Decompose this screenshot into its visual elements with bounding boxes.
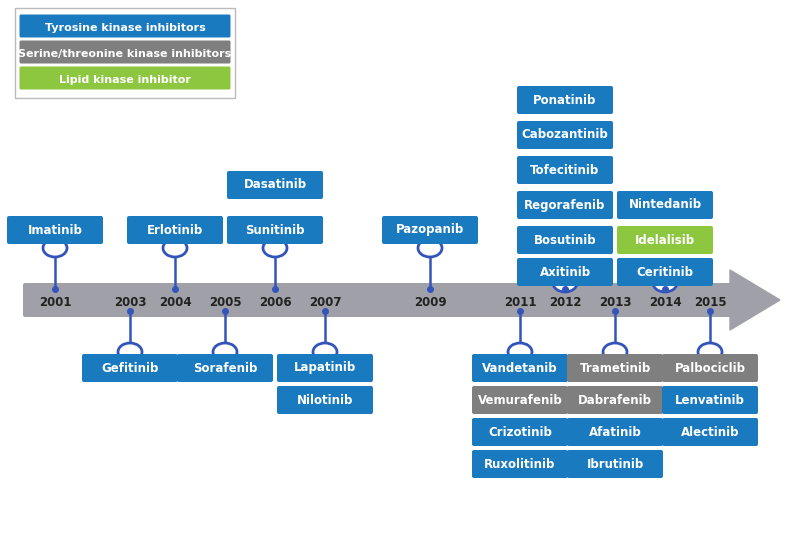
FancyBboxPatch shape [567,418,663,446]
FancyBboxPatch shape [567,450,663,478]
FancyBboxPatch shape [472,354,568,382]
Text: Axitinib: Axitinib [539,265,590,279]
Text: 2006: 2006 [258,295,291,308]
Text: Dasatinib: Dasatinib [243,178,306,191]
FancyBboxPatch shape [19,66,230,90]
Text: 2015: 2015 [694,295,726,308]
Text: Alectinib: Alectinib [681,425,739,438]
Ellipse shape [698,343,722,361]
FancyBboxPatch shape [472,386,568,414]
Text: Imatinib: Imatinib [27,224,82,237]
FancyBboxPatch shape [662,386,758,414]
Text: Crizotinib: Crizotinib [488,425,552,438]
Text: Nintedanib: Nintedanib [629,199,702,212]
Text: Ceritinib: Ceritinib [637,265,694,279]
FancyBboxPatch shape [382,216,478,244]
FancyBboxPatch shape [19,15,230,38]
Text: Vandetanib: Vandetanib [482,362,558,374]
Ellipse shape [603,343,627,361]
Text: Bosutinib: Bosutinib [534,233,596,246]
FancyBboxPatch shape [227,216,323,244]
Ellipse shape [508,343,532,361]
Text: 2012: 2012 [549,295,582,308]
Ellipse shape [418,239,442,257]
Text: Regorafenib: Regorafenib [524,199,606,212]
FancyBboxPatch shape [617,226,713,254]
FancyBboxPatch shape [472,418,568,446]
FancyBboxPatch shape [617,258,713,286]
FancyBboxPatch shape [517,226,613,254]
Ellipse shape [653,274,677,292]
Text: Tyrosine kinase inhibitors: Tyrosine kinase inhibitors [45,23,206,33]
Text: Tofecitinib: Tofecitinib [530,164,600,176]
Text: Ibrutinib: Ibrutinib [586,458,644,471]
FancyBboxPatch shape [177,354,273,382]
FancyBboxPatch shape [567,354,663,382]
FancyBboxPatch shape [23,283,732,317]
FancyBboxPatch shape [567,386,663,414]
FancyBboxPatch shape [517,156,613,184]
Text: Ponatinib: Ponatinib [534,94,597,107]
Ellipse shape [118,343,142,361]
Text: 2003: 2003 [114,295,146,308]
FancyBboxPatch shape [662,354,758,382]
FancyBboxPatch shape [227,171,323,199]
Text: 2009: 2009 [414,295,446,308]
Text: 2007: 2007 [309,295,342,308]
FancyBboxPatch shape [517,191,613,219]
Text: Serine/threonine kinase inhibitors: Serine/threonine kinase inhibitors [18,49,232,59]
FancyBboxPatch shape [277,354,373,382]
FancyBboxPatch shape [517,121,613,149]
FancyBboxPatch shape [82,354,178,382]
Ellipse shape [553,274,577,292]
Text: 2011: 2011 [504,295,536,308]
Text: Nilotinib: Nilotinib [297,393,353,406]
Text: Lapatinib: Lapatinib [294,362,356,374]
FancyBboxPatch shape [472,450,568,478]
Text: 2013: 2013 [598,295,631,308]
FancyBboxPatch shape [617,191,713,219]
FancyBboxPatch shape [662,418,758,446]
FancyBboxPatch shape [277,386,373,414]
Text: Erlotinib: Erlotinib [147,224,203,237]
Text: Gefitinib: Gefitinib [102,362,158,374]
Text: Palbociclib: Palbociclib [674,362,746,374]
Ellipse shape [43,239,67,257]
FancyArrow shape [728,270,780,330]
Ellipse shape [313,343,337,361]
Text: Sunitinib: Sunitinib [246,224,305,237]
Text: Idelalisib: Idelalisib [635,233,695,246]
Text: Ruxolitinib: Ruxolitinib [484,458,556,471]
FancyBboxPatch shape [19,40,230,64]
Ellipse shape [213,343,237,361]
FancyBboxPatch shape [517,86,613,114]
Text: 2004: 2004 [158,295,191,308]
FancyBboxPatch shape [127,216,223,244]
Text: 2014: 2014 [649,295,682,308]
FancyBboxPatch shape [517,258,613,286]
FancyBboxPatch shape [15,8,235,98]
Text: Dabrafenib: Dabrafenib [578,393,652,406]
Ellipse shape [163,239,187,257]
Text: Lipid kinase inhibitor: Lipid kinase inhibitor [59,75,191,85]
Text: Vemurafenib: Vemurafenib [478,393,562,406]
Text: Pazopanib: Pazopanib [396,224,464,237]
Text: Cabozantinib: Cabozantinib [522,128,608,141]
Ellipse shape [263,239,287,257]
FancyBboxPatch shape [7,216,103,244]
Text: 2005: 2005 [209,295,242,308]
Text: Lenvatinib: Lenvatinib [675,393,745,406]
Text: Afatinib: Afatinib [589,425,642,438]
Text: Sorafenib: Sorafenib [193,362,257,374]
Text: 2001: 2001 [38,295,71,308]
Text: Trametinib: Trametinib [579,362,650,374]
